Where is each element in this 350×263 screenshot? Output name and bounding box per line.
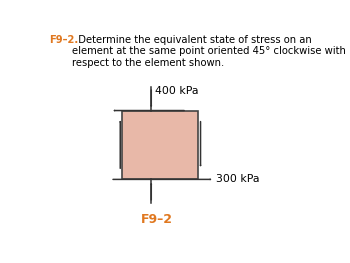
Text: F9–2.: F9–2. bbox=[49, 35, 78, 45]
Bar bbox=[122, 110, 198, 179]
Text: 400 kPa: 400 kPa bbox=[155, 86, 199, 96]
Text: 300 kPa: 300 kPa bbox=[216, 174, 259, 184]
Text: Determine the equivalent state of stress on an
element at the same point oriente: Determine the equivalent state of stress… bbox=[72, 35, 346, 68]
Text: F9–2: F9–2 bbox=[141, 213, 173, 226]
